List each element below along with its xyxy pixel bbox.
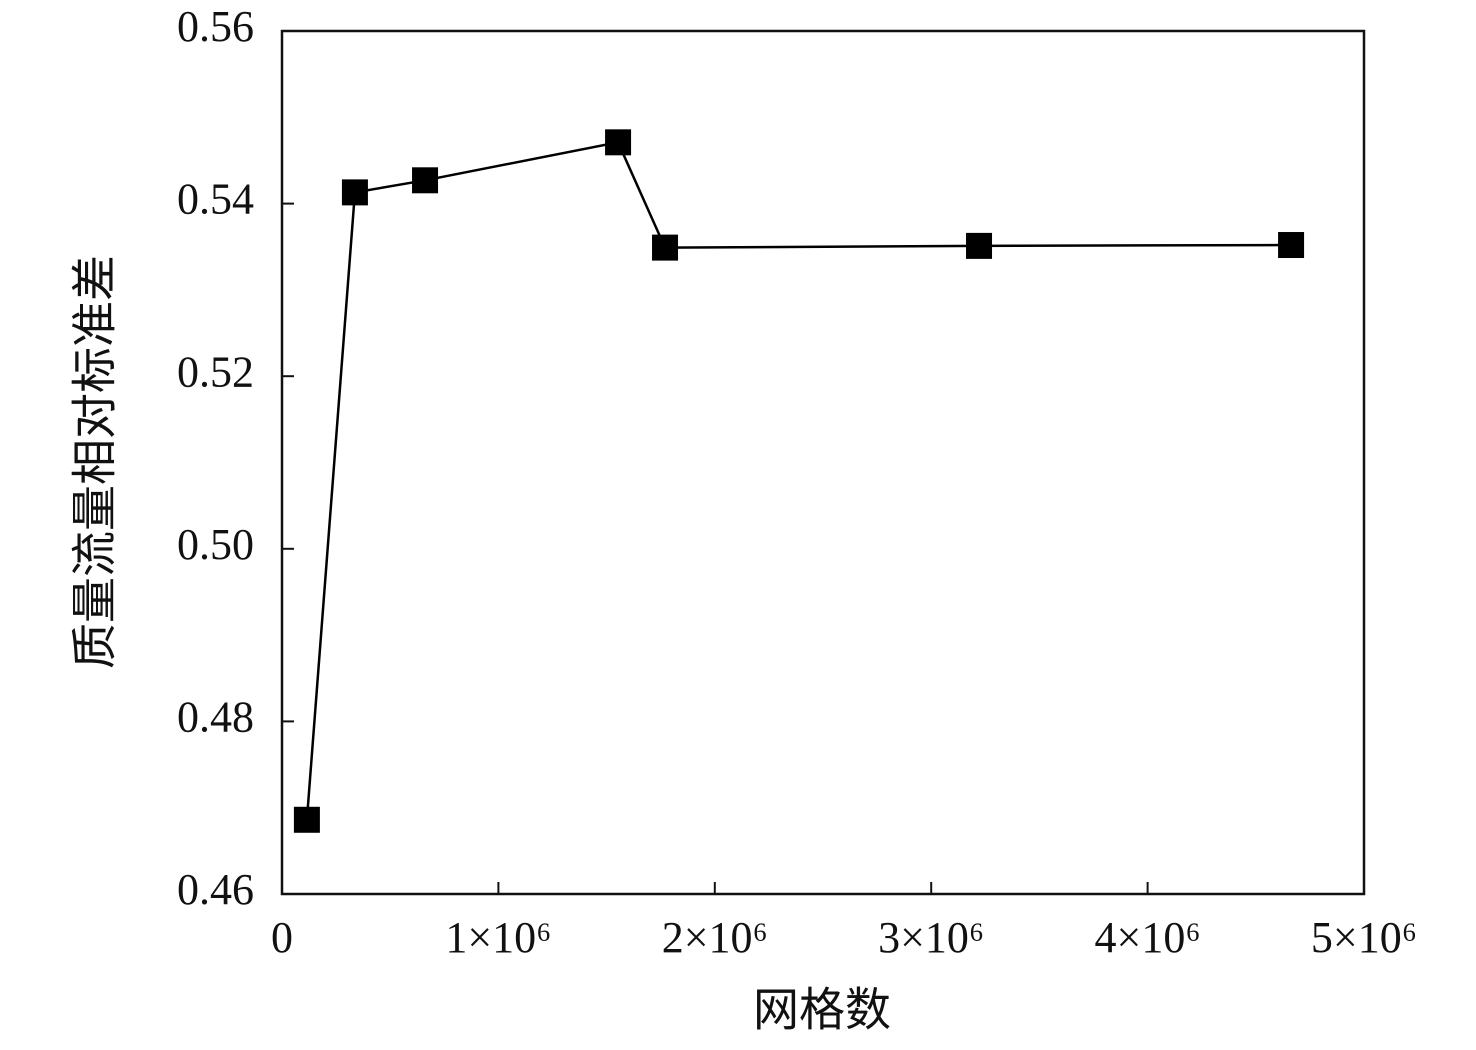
x-axis-label: 网格数 [753,985,891,1036]
data-point [412,167,439,194]
y-tick-label: 0.50 [177,520,254,569]
y-tick-label: 0.48 [177,692,254,741]
data-point [293,806,320,833]
plot-frame [280,29,1366,896]
x-tick-label: 2×10⁶ [662,913,768,962]
x-tick-label: 1×10⁶ [445,913,551,962]
x-tick-label: 4×10⁶ [1095,913,1201,962]
x-tick-label: 5×10⁶ [1311,913,1417,962]
x-tick-label: 0 [271,913,293,962]
data-point [341,179,368,206]
data-line [305,140,1292,820]
data-point [966,232,993,259]
y-tick-label: 0.56 [177,2,254,51]
y-tick-label: 0.52 [177,347,254,396]
y-axis-label: 质量流量相对标准差 [70,255,121,669]
x-tick-label: 3×10⁶ [878,913,984,962]
data-point [605,129,632,156]
y-tick-label: 0.54 [177,175,254,224]
data-point [1278,232,1305,259]
data-point [652,234,679,261]
y-tick-label: 0.46 [177,865,254,914]
